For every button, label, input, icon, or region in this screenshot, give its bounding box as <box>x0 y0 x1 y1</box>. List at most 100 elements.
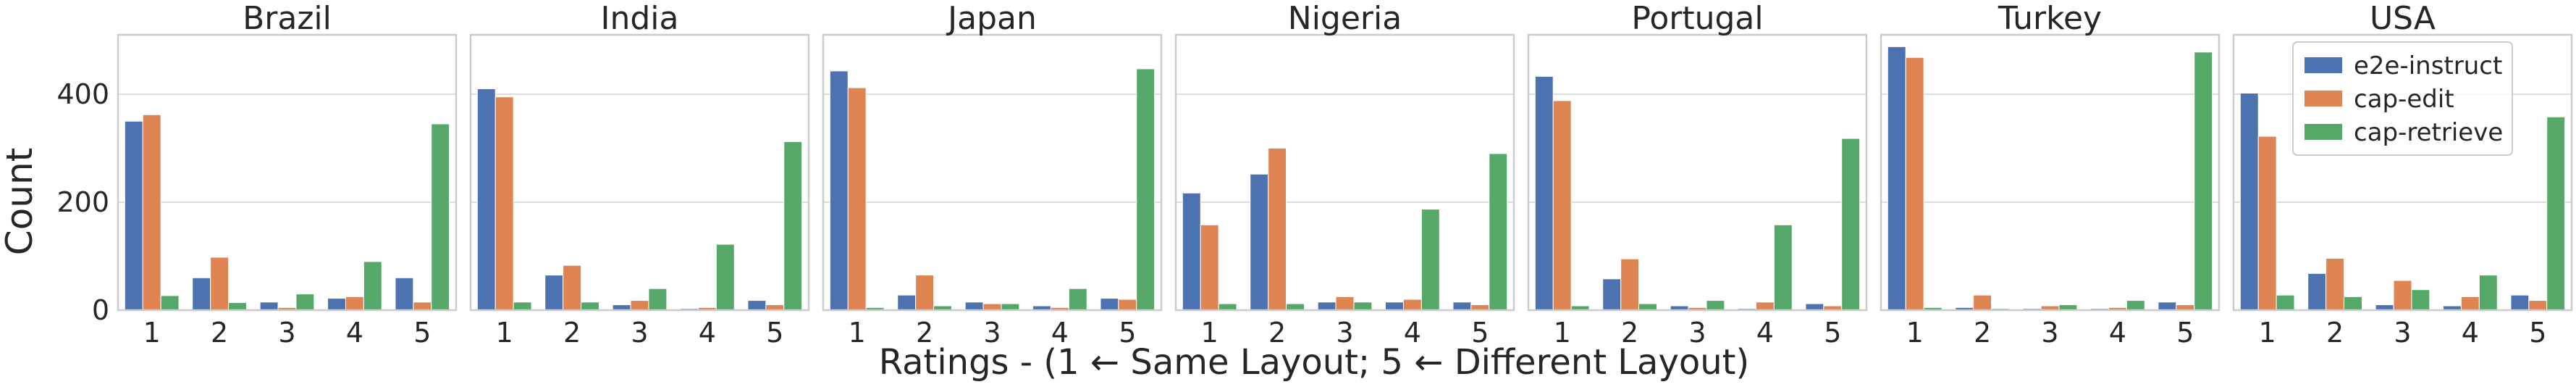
x-tick-label: 3 <box>2394 317 2411 349</box>
panel-title: Turkey <box>1998 0 2102 37</box>
bar-e2e-instruct-5 <box>2158 301 2177 311</box>
bar-cap-retrieve-3 <box>2411 289 2430 311</box>
panel-japan: 1 2 3 4 5 Japan <box>822 0 1163 349</box>
x-tick-label: 3 <box>1688 317 1706 349</box>
x-tick-label: 4 <box>1756 317 1774 349</box>
bar-cap-edit-3 <box>1335 296 1355 311</box>
bar-e2e-instruct-2 <box>2307 272 2327 311</box>
x-tick-label: 2 <box>1621 317 1638 349</box>
x-tick-label: 5 <box>2176 317 2194 349</box>
bar-e2e-instruct-5 <box>1100 298 1119 311</box>
bar-cap-retrieve-1 <box>1218 303 1237 311</box>
panel-frame <box>117 33 458 312</box>
legend-swatch <box>2304 124 2342 140</box>
x-tick-label: 3 <box>631 317 648 349</box>
legend: e2e-instruct cap-edit cap-retrieve <box>2292 41 2513 156</box>
panel-frame <box>1880 33 2221 312</box>
bar-cap-edit-2 <box>2325 257 2345 311</box>
bar-e2e-instruct-1 <box>1182 192 1201 311</box>
bar-cap-edit-5 <box>2528 300 2548 311</box>
bar-cap-edit-1 <box>847 87 867 311</box>
panel-usa: 1 2 3 4 5 USA <box>2232 0 2573 349</box>
bar-cap-retrieve-2 <box>228 302 247 311</box>
x-tick-label: 5 <box>766 317 783 349</box>
x-tick-label: 2 <box>2326 317 2344 349</box>
bar-cap-edit-2 <box>210 257 230 311</box>
x-axis-label: Ratings - (1 ← Same Layout; 5 ← Differen… <box>879 342 1749 383</box>
panel-frame <box>1174 33 1515 312</box>
bar-cap-retrieve-2 <box>2344 296 2362 311</box>
x-tick-label: 3 <box>2041 317 2058 349</box>
panel-title: Nigeria <box>1288 0 1402 37</box>
bar-e2e-instruct-2 <box>1602 278 1622 311</box>
bar-cap-edit-1 <box>2257 136 2277 311</box>
panel-india: 1 2 3 4 5 India <box>469 0 810 349</box>
bar-e2e-instruct-1 <box>476 88 496 311</box>
legend-label: cap-edit <box>2354 85 2454 114</box>
bar-e2e-instruct-3 <box>1317 301 1337 311</box>
bar-cap-edit-3 <box>982 303 1002 311</box>
bar-e2e-instruct-1 <box>1887 46 1906 311</box>
panel-frame <box>2232 33 2573 312</box>
chart-panels: 1 2 3 4 5 0 200 400 Brazil 1 2 3 4 5 India 1 2 3 4 5 Japan 1 2… <box>56 0 2573 349</box>
x-tick-label: 5 <box>1471 317 1489 349</box>
y-axis-label: Count <box>0 148 41 256</box>
bar-cap-edit-4 <box>1402 299 1422 311</box>
bar-cap-edit-3 <box>630 300 649 311</box>
bar-e2e-instruct-5 <box>747 300 767 311</box>
bar-cap-retrieve-3 <box>648 288 668 311</box>
bar-e2e-instruct-4 <box>327 298 346 311</box>
panel-portugal: 1 2 3 4 5 Portugal <box>1527 0 1868 349</box>
bar-e2e-instruct-2 <box>544 275 564 311</box>
bar-e2e-instruct-1 <box>829 70 849 311</box>
panel-title: Japan <box>946 0 1037 37</box>
x-tick-label: 4 <box>2109 317 2126 349</box>
bar-cap-retrieve-1 <box>2276 294 2295 311</box>
panel-nigeria: 1 2 3 4 5 Nigeria <box>1174 0 1515 349</box>
x-tick-label: 1 <box>1906 317 1924 349</box>
bar-e2e-instruct-1 <box>1534 75 1554 311</box>
x-tick-label: 1 <box>2259 317 2276 349</box>
x-tick-label: 2 <box>1974 317 1991 349</box>
x-tick-label: 5 <box>1824 317 1841 349</box>
bar-cap-retrieve-1 <box>513 301 532 311</box>
legend-swatch <box>2304 91 2342 107</box>
panel-title: Brazil <box>243 0 332 37</box>
bar-cap-edit-1 <box>142 114 161 311</box>
bar-cap-edit-1 <box>1200 224 1219 311</box>
bar-cap-edit-1 <box>494 96 514 311</box>
bar-e2e-instruct-5 <box>1805 303 1824 311</box>
bar-e2e-instruct-1 <box>124 120 143 311</box>
x-tick-label: 4 <box>1051 317 1069 349</box>
panel-turkey: 1 2 3 4 5 Turkey <box>1880 0 2221 349</box>
x-tick-label: 3 <box>983 317 1001 349</box>
x-tick-label: 1 <box>1201 317 1218 349</box>
bar-e2e-instruct-3 <box>259 301 279 311</box>
bar-cap-edit-2 <box>1268 147 1287 311</box>
panel-frame <box>822 33 1163 312</box>
legend-label: e2e-instruct <box>2354 51 2502 80</box>
panel-frame <box>1527 33 1868 312</box>
x-tick-label: 2 <box>916 317 933 349</box>
x-tick-label: 2 <box>211 317 228 349</box>
bar-e2e-instruct-5 <box>2510 294 2530 311</box>
bar-e2e-instruct-4 <box>1385 301 1404 311</box>
bar-cap-retrieve-5 <box>431 123 450 311</box>
bar-cap-edit-2 <box>1973 294 1992 311</box>
x-tick-label: 5 <box>2529 317 2546 349</box>
x-tick-label: 5 <box>1119 317 1136 349</box>
x-tick-label: 4 <box>2462 317 2479 349</box>
bar-cap-edit-1 <box>1552 100 1572 311</box>
bar-cap-edit-2 <box>1620 258 1640 311</box>
bar-cap-retrieve-2 <box>581 301 599 311</box>
x-tick-label: 3 <box>1336 317 1353 349</box>
panel-title: USA <box>2370 0 2436 37</box>
panel-title: India <box>601 0 679 37</box>
bar-cap-retrieve-5 <box>2546 116 2566 311</box>
bar-cap-retrieve-3 <box>1001 303 1020 311</box>
y-tick-label: 400 <box>56 78 109 110</box>
x-tick-label: 4 <box>346 317 363 349</box>
bar-cap-retrieve-4 <box>1068 288 1087 311</box>
x-tick-label: 2 <box>1268 317 1286 349</box>
